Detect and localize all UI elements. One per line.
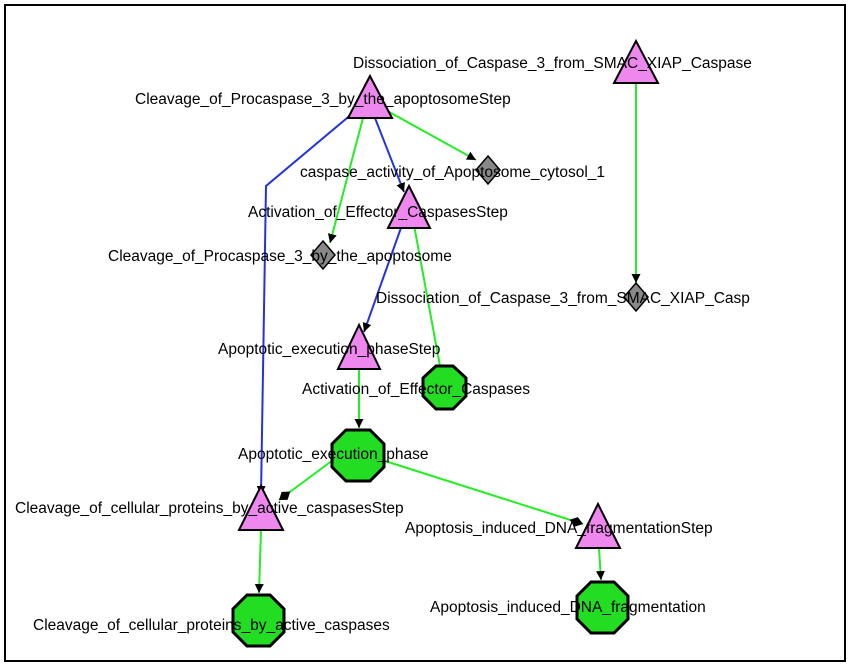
- node-label: Apoptotic_execution_phaseStep: [218, 341, 440, 358]
- step-triangle: [237, 483, 285, 531]
- node-caspase-activity-apoptosome[interactable]: caspase_activity_of_Apoptosome_cytosol_1: [300, 154, 605, 186]
- state-diamond: [623, 281, 649, 313]
- edge-n11-n13: [595, 547, 605, 581]
- edge-n1-n3: [381, 107, 477, 161]
- node-label: Cleavage_of_Procaspase_3_by_the_apoptoso…: [108, 248, 452, 265]
- node-activation-effector-caspases[interactable]: Activation_of_Effector_Caspases: [302, 364, 530, 411]
- edge-n9-n11: [381, 459, 584, 527]
- edges-layer: [254, 83, 641, 594]
- diagram-frame: [4, 4, 846, 662]
- node-apoptotic-execution-phase[interactable]: Apoptotic_execution_phase: [238, 428, 428, 483]
- step-triangle: [346, 73, 394, 119]
- step-triangle: [574, 501, 622, 549]
- nodes-layer: Cleavage_of_Procaspase_3_by_the_apoptoso…: [15, 38, 752, 648]
- node-label: Activation_of_Effector_CaspasesStep: [248, 204, 508, 221]
- edge-n4-n8: [413, 224, 441, 367]
- node-dna-fragmentation[interactable]: Apoptosis_induced_DNA_fragmentation: [430, 580, 706, 635]
- entity-octagon: [330, 428, 386, 483]
- node-cleavage-procaspase-3-step[interactable]: Cleavage_of_Procaspase_3_by_the_apoptoso…: [135, 73, 511, 119]
- node-label: Apoptotic_execution_phase: [238, 446, 428, 463]
- node-label: Activation_of_Effector_Caspases: [302, 381, 530, 398]
- node-label: Dissociation_of_Caspase_3_from_SMAC_XIAP…: [376, 290, 750, 307]
- node-dna-fragmentation-step[interactable]: Apoptosis_induced_DNA_fragmentationStep: [405, 501, 713, 549]
- entity-octagon: [421, 364, 468, 411]
- node-label: Apoptosis_induced_DNA_fragmentation: [430, 599, 706, 616]
- node-apoptotic-execution-step[interactable]: Apoptotic_execution_phaseStep: [218, 322, 440, 370]
- node-label: Cleavage_of_cellular_proteins_by_active_…: [33, 617, 390, 634]
- state-diamond: [310, 239, 336, 271]
- node-cleavage-cellular-proteins[interactable]: Cleavage_of_cellular_proteins_by_active_…: [33, 593, 390, 648]
- step-triangle: [336, 322, 382, 370]
- edge-n1-n10: [256, 112, 354, 496]
- node-label: Dissociation_of_Caspase_3_from_SMAC_XIAP…: [353, 55, 752, 72]
- step-triangle: [386, 183, 432, 229]
- edge-n9-n10: [278, 459, 334, 501]
- entity-octagon: [575, 580, 630, 635]
- edge-n10-n12: [254, 529, 264, 594]
- step-triangle: [612, 38, 660, 84]
- node-label: Cleavage_of_Procaspase_3_by_the_apoptoso…: [135, 91, 511, 108]
- node-cleavage-cellular-proteins-step[interactable]: Cleavage_of_cellular_proteins_by_active_…: [15, 483, 404, 531]
- edge-n1-n5: [327, 117, 364, 244]
- edge-n1-n4: [374, 117, 405, 193]
- node-dissociation-caspase-3[interactable]: Dissociation_of_Caspase_3_from_SMAC_XIAP…: [376, 281, 750, 313]
- node-cleavage-procaspase-3[interactable]: Cleavage_of_Procaspase_3_by_the_apoptoso…: [108, 239, 452, 271]
- entity-octagon: [231, 593, 286, 648]
- edge-n4-n7: [362, 224, 403, 333]
- node-activation-effector-caspases-step[interactable]: Activation_of_Effector_CaspasesStep: [248, 183, 508, 229]
- state-diamond: [475, 154, 501, 186]
- node-label: caspase_activity_of_Apoptosome_cytosol_1: [300, 164, 605, 181]
- node-label: Apoptosis_induced_DNA_fragmentationStep: [405, 520, 713, 537]
- node-dissociation-caspase-3-step[interactable]: Dissociation_of_Caspase_3_from_SMAC_XIAP…: [353, 38, 752, 84]
- node-label: Cleavage_of_cellular_proteins_by_active_…: [15, 500, 404, 517]
